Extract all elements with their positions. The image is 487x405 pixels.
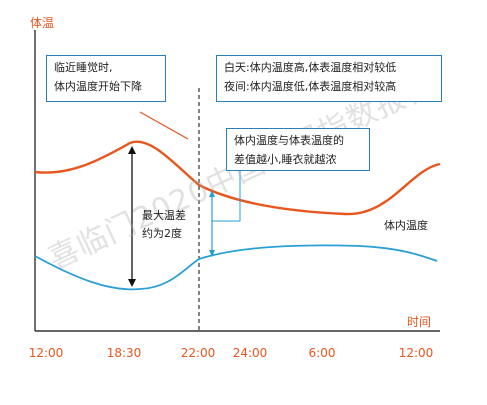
tick-label: 6:00 [308, 346, 336, 360]
max-diff-line: 最大温差 [142, 209, 186, 222]
day-night-note-box: 白天:体内温度高,体表温度相对较低 夜间:体内温度低,体表温度相对较高 [216, 55, 442, 102]
tick-label: 12:00 [398, 346, 434, 360]
small-diff-arrowhead-up [209, 190, 215, 197]
max-diff-line: 约为2度 [142, 227, 182, 240]
difference-note-line: 体内温度与体表温度的 [234, 134, 344, 147]
day-night-note-line: 夜间:体内温度低,体表温度相对较高 [224, 80, 397, 93]
difference-note-line: 差值越小,睡衣就越浓 [234, 153, 337, 166]
x-axis-label: 时间 [407, 315, 432, 329]
diff-connector-line [212, 168, 241, 222]
tick-label: 22:00 [180, 346, 216, 360]
tick-label: 18:30 [106, 346, 142, 360]
tick-label: 12:00 [28, 346, 64, 360]
tick-label: 24:00 [232, 346, 268, 360]
day-night-note-line: 白天:体内温度高,体表温度相对较低 [224, 61, 397, 74]
sleep-note-line: 体内温度开始下降 [54, 80, 142, 93]
y-axis-label: 体温 [30, 16, 55, 30]
difference-note-box: 体内温度与体表温度的 差值越小,睡衣就越浓 [226, 128, 370, 171]
core-temperature-curve [34, 140, 441, 216]
max-diff-label: 最大温差 约为2度 [142, 207, 186, 243]
sleep-note-box: 临近睡觉时, 体内温度开始下降 [46, 55, 166, 102]
skin-temperature-curve [34, 244, 438, 291]
sleep-note-line: 临近睡觉时, [54, 61, 113, 74]
max-diff-arrowhead-down [128, 279, 136, 287]
max-diff-arrowhead-up [128, 146, 136, 154]
core-temp-label: 体内温度 [384, 219, 428, 232]
small-diff-arrowhead-down [209, 250, 215, 257]
decline-hint-line [139, 111, 189, 140]
